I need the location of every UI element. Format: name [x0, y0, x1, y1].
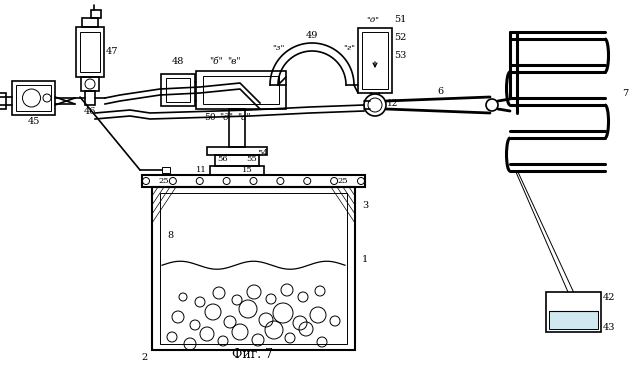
Text: 25: 25 — [159, 177, 170, 185]
Text: "з": "з" — [272, 44, 284, 52]
Text: 6: 6 — [437, 87, 443, 95]
Text: 1: 1 — [362, 255, 368, 265]
Text: 56: 56 — [217, 155, 228, 163]
Text: 3: 3 — [362, 200, 368, 210]
Text: 49: 49 — [306, 30, 318, 40]
Text: 51: 51 — [394, 15, 406, 25]
Bar — [160, 193, 347, 344]
Text: 46: 46 — [84, 108, 96, 116]
Text: 54: 54 — [257, 149, 268, 157]
Bar — [85, 91, 95, 105]
Text: 48: 48 — [172, 58, 184, 66]
Bar — [16, 85, 51, 111]
Text: 53: 53 — [394, 51, 406, 61]
Bar — [142, 175, 365, 187]
Text: "б": "б" — [209, 57, 223, 65]
Bar — [229, 109, 245, 147]
Text: 2: 2 — [141, 352, 147, 361]
Text: 45: 45 — [28, 117, 40, 127]
Text: 8: 8 — [167, 232, 173, 240]
Text: 11: 11 — [196, 166, 207, 174]
Text: "а": "а" — [237, 113, 251, 121]
Text: 12: 12 — [387, 98, 399, 108]
Text: "д": "д" — [367, 16, 380, 24]
Bar — [203, 76, 279, 104]
Text: 25: 25 — [338, 177, 348, 185]
Bar — [549, 311, 598, 329]
Text: 50: 50 — [204, 113, 216, 121]
Bar — [0, 93, 6, 109]
Text: 15: 15 — [242, 166, 253, 174]
Bar — [161, 74, 195, 106]
Text: 55: 55 — [246, 155, 257, 163]
Text: "д": "д" — [219, 113, 233, 121]
Bar — [152, 187, 355, 350]
Bar — [12, 81, 55, 115]
Bar — [162, 167, 170, 173]
Bar — [546, 292, 601, 332]
Bar — [358, 28, 392, 93]
Bar — [207, 147, 268, 155]
Bar — [81, 77, 99, 91]
Text: 43: 43 — [603, 323, 615, 331]
Bar — [80, 32, 100, 72]
Text: "в": "в" — [227, 57, 241, 65]
Bar — [215, 155, 259, 166]
Text: "г": "г" — [343, 44, 355, 52]
Text: 52: 52 — [394, 33, 406, 43]
Bar — [166, 78, 190, 102]
Bar — [82, 18, 98, 27]
Text: 42: 42 — [603, 292, 615, 302]
Bar — [196, 71, 286, 109]
Text: Фиг. 7: Фиг. 7 — [232, 349, 273, 361]
Bar — [211, 166, 264, 175]
Bar — [76, 27, 104, 77]
Bar — [91, 10, 101, 18]
Bar — [362, 32, 388, 89]
Circle shape — [486, 99, 498, 111]
Text: 47: 47 — [106, 47, 118, 57]
Text: 7: 7 — [622, 88, 628, 98]
